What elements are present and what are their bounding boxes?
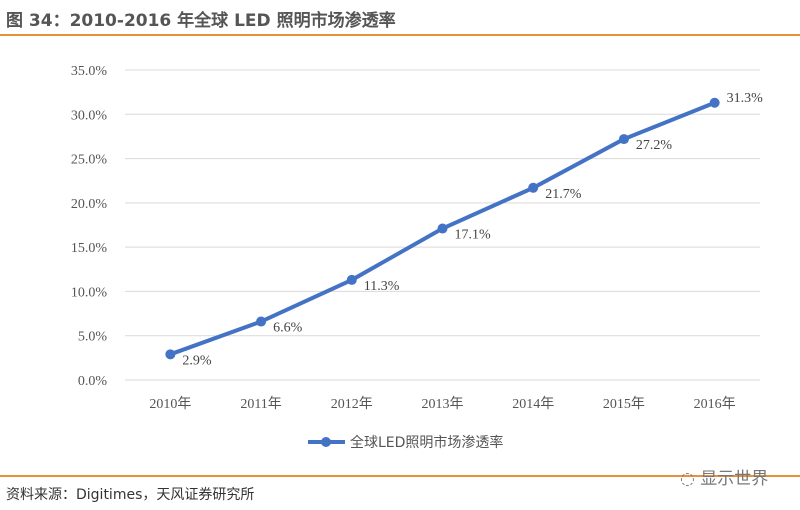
legend-label: 全球LED照明市场渗透率 (350, 434, 503, 451)
watermark: ◌ 显示世界 (680, 464, 768, 489)
y-tick-label: 25.0% (71, 153, 108, 168)
data-point (437, 223, 448, 234)
y-tick-label: 20.0% (71, 197, 108, 212)
data-point (618, 134, 629, 145)
data-label: 31.3% (727, 91, 764, 106)
y-tick-label: 15.0% (71, 241, 108, 256)
data-point (165, 349, 176, 360)
x-tick-label: 2010年 (149, 396, 191, 412)
source-note: 资料来源：Digitimes，天风证券研究所 (6, 487, 255, 503)
data-label: 2.9% (182, 353, 212, 368)
data-point (346, 274, 357, 285)
bottom-divider (0, 475, 800, 477)
watermark-text: 显示世界 (700, 469, 769, 489)
data-point (709, 97, 720, 108)
data-label: 17.1% (455, 228, 492, 243)
x-tick-label: 2013年 (422, 396, 464, 412)
top-divider (0, 34, 800, 36)
y-tick-label: 0.0% (78, 374, 108, 389)
x-tick-label: 2015年 (603, 396, 645, 412)
data-label: 6.6% (273, 321, 303, 336)
x-tick-label: 2011年 (240, 396, 281, 412)
figure-title: 图 34：2010-2016 年全球 LED 照明市场渗透率 (6, 11, 396, 31)
x-tick-label: 2014年 (512, 396, 554, 412)
y-tick-label: 10.0% (71, 285, 108, 300)
data-label: 11.3% (364, 279, 400, 294)
x-tick-label: 2012年 (331, 396, 373, 412)
data-point (528, 182, 539, 193)
data-label: 21.7% (545, 187, 582, 202)
x-tick-label: 2016年 (694, 396, 736, 412)
data-point (256, 316, 267, 327)
y-tick-label: 5.0% (78, 330, 108, 345)
wechat-icon: ◌ (680, 469, 701, 489)
data-label: 27.2% (636, 138, 673, 153)
legend-marker (321, 437, 331, 447)
y-tick-label: 30.0% (71, 108, 108, 123)
y-tick-label: 35.0% (71, 64, 108, 79)
